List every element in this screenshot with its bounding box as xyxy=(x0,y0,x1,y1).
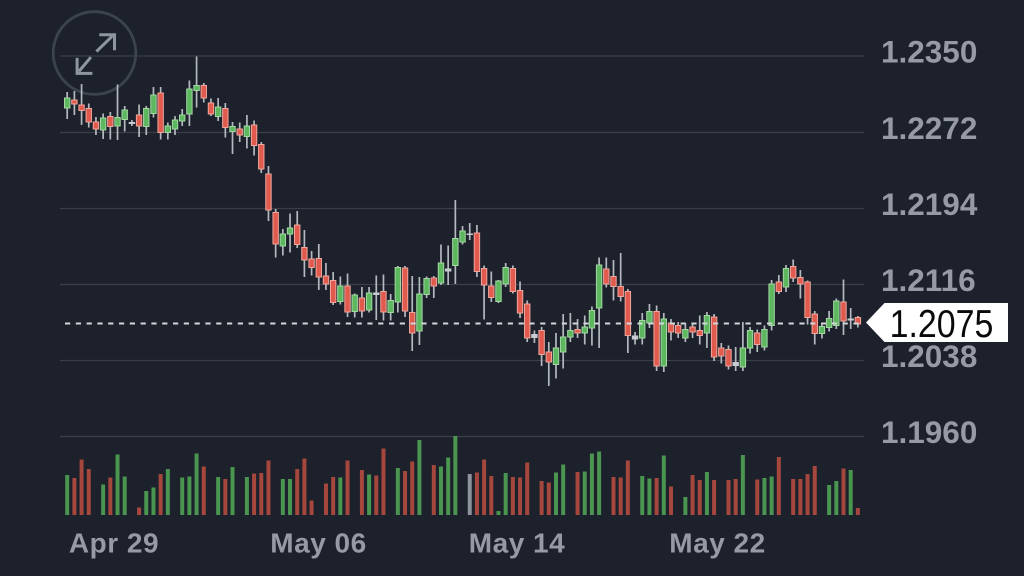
svg-text:1.2075: 1.2075 xyxy=(890,302,994,346)
svg-text:1.1960: 1.1960 xyxy=(881,414,977,450)
svg-text:1.2350: 1.2350 xyxy=(881,34,977,70)
svg-text:May 22: May 22 xyxy=(669,528,765,559)
svg-text:1.2038: 1.2038 xyxy=(881,338,977,374)
svg-text:May 14: May 14 xyxy=(469,528,565,559)
svg-text:May 06: May 06 xyxy=(270,528,366,559)
svg-text:1.2194: 1.2194 xyxy=(881,186,978,222)
svg-text:1.2116: 1.2116 xyxy=(881,262,976,298)
svg-text:1.2272: 1.2272 xyxy=(881,110,977,146)
svg-text:Apr 29: Apr 29 xyxy=(69,528,159,559)
